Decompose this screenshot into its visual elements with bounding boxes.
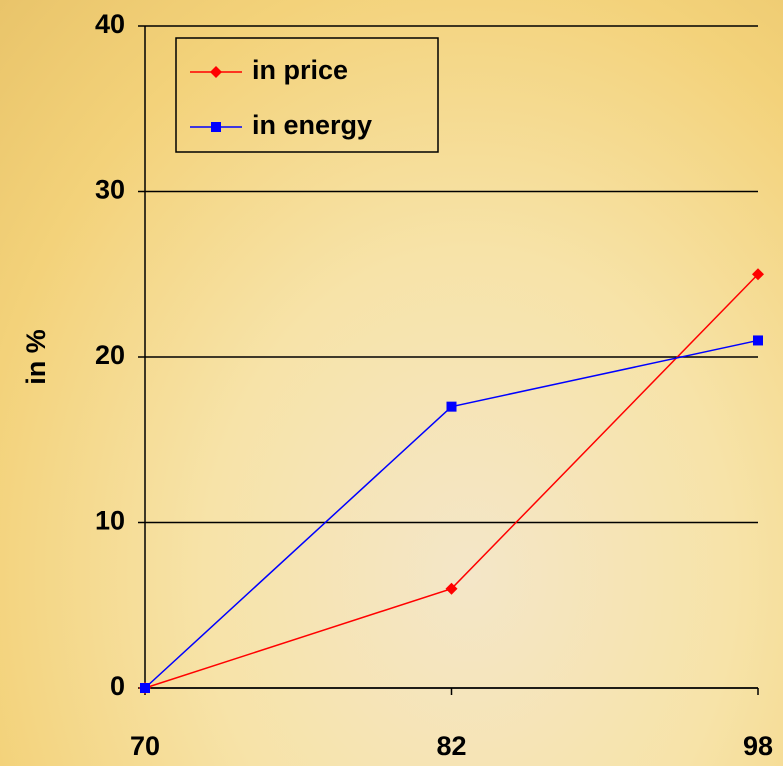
marker xyxy=(446,401,457,412)
y-tick-label: 30 xyxy=(95,175,125,205)
y-tick-label: 20 xyxy=(95,340,125,370)
y-tick-label: 10 xyxy=(95,506,125,536)
marker xyxy=(753,335,763,346)
x-tick-label: 82 xyxy=(436,731,466,761)
y-axis-label: in % xyxy=(21,329,51,385)
x-tick-label: 98 xyxy=(743,731,773,761)
x-tick-label: 70 xyxy=(130,731,160,761)
legend-label: in price xyxy=(252,55,348,85)
legend-box xyxy=(175,37,439,153)
marker xyxy=(752,268,764,281)
series-line xyxy=(144,273,759,689)
marker xyxy=(211,122,221,132)
marker xyxy=(445,582,458,595)
y-tick-label: 0 xyxy=(110,671,125,701)
y-tick-label: 40 xyxy=(95,9,125,39)
legend-label: in energy xyxy=(252,110,372,140)
marker xyxy=(210,66,222,78)
marker xyxy=(140,683,150,693)
series-line xyxy=(144,339,759,689)
